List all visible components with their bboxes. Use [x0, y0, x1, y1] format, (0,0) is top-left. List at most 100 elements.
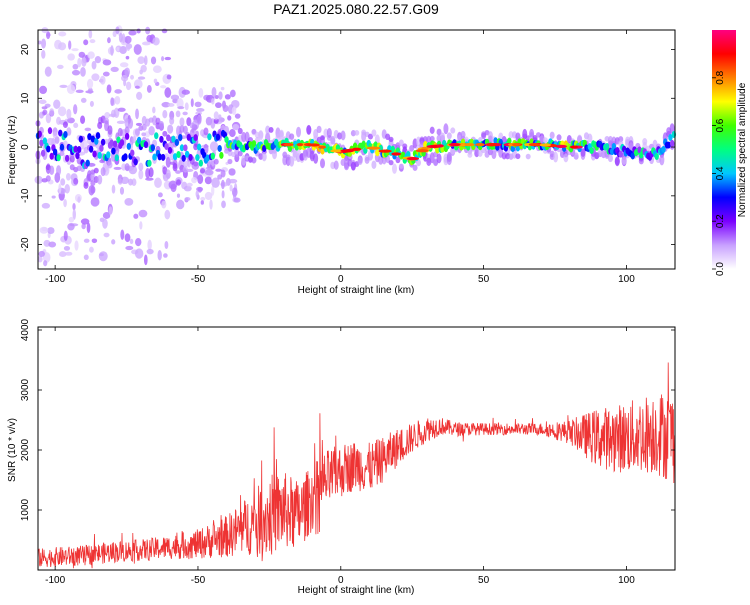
spectrogram-cell — [128, 118, 134, 129]
snr-panel: -100 -50 0 50 100 1000 2000 3000 4000 Height of… — [7, 318, 676, 596]
spectrogram-cell — [211, 86, 217, 98]
spectrogram-cell — [412, 164, 418, 171]
spectrogram-cell — [217, 174, 223, 180]
spectrogram-cell — [77, 196, 81, 204]
spectrogram-cell — [48, 241, 57, 248]
colorbar-tick-label: 0.2 — [715, 214, 726, 228]
spectrogram-cell — [116, 120, 126, 125]
spectrogram-cell — [124, 132, 130, 140]
spectrogram-cell — [37, 130, 42, 138]
spectrogram-y-label: Frequency (Hz) — [7, 116, 18, 185]
spectrogram-cell — [261, 152, 267, 162]
spectrogram-heatmap — [34, 25, 677, 267]
spectrogram-cell — [661, 145, 666, 153]
spectrogram-cell — [375, 149, 380, 157]
spectrogram-cell — [164, 56, 172, 61]
spectrogram-cell — [138, 162, 144, 172]
spectrogram-cell — [169, 152, 175, 161]
spectrogram-cell — [221, 190, 225, 199]
spectrogram-cell — [556, 134, 562, 141]
spectrogram-cell — [49, 152, 54, 160]
spectrogram-cell — [251, 157, 257, 164]
spectrogram-cell — [196, 143, 202, 151]
spectrogram-cell — [215, 133, 221, 141]
spectrogram-cell — [340, 149, 354, 153]
spectrogram-cell — [159, 135, 164, 143]
spectrogram-cell — [138, 209, 148, 218]
snr-series-line — [38, 362, 675, 569]
spectrogram-cell — [125, 55, 130, 60]
spectrogram-cell — [326, 127, 332, 139]
spectrogram-cell — [195, 154, 200, 162]
spectrogram-cell — [175, 110, 181, 118]
spectrogram-cell — [44, 66, 52, 77]
spectrogram-cell — [446, 132, 452, 140]
spectrogram-cell — [289, 156, 295, 167]
spectrogram-cell — [415, 159, 421, 167]
spectrogram-cell — [110, 45, 114, 56]
spectrogram-cell — [152, 65, 162, 74]
spectrogram-cell — [40, 149, 46, 157]
spectrogram-cell — [107, 161, 113, 169]
spectrogram-cell — [378, 149, 392, 153]
spectrogram-cell — [467, 152, 473, 158]
snr-y-tick-label: 4000 — [20, 318, 31, 341]
spectrogram-cell — [573, 152, 579, 160]
spectrogram-cell — [41, 49, 46, 59]
spectrogram-cell — [108, 206, 113, 216]
spectrogram-cell — [146, 85, 152, 93]
spectrogram-cell — [117, 127, 123, 137]
spectrogram-cell — [123, 153, 128, 161]
spectrogram-x-label: Height of straight line (km) — [298, 285, 415, 296]
spectrogram-cell — [182, 125, 188, 134]
spectrogram-cell — [146, 248, 154, 255]
spectrogram-cell — [222, 104, 229, 113]
spectrogram-cell — [318, 145, 327, 149]
spectrogram-cell — [78, 51, 86, 58]
spectrogram-cell — [110, 66, 119, 72]
spectrogram-cell — [213, 111, 219, 120]
spectrogram-cell — [320, 135, 326, 141]
spectrogram-cell — [167, 146, 173, 154]
spectrogram-cell — [38, 250, 45, 258]
spectrogram-cell — [106, 151, 111, 159]
spectrogram-cell — [100, 167, 106, 177]
spectrogram-cell — [186, 182, 193, 187]
spectrogram-cell — [77, 57, 82, 68]
spectrogram-cell — [191, 176, 198, 184]
spectrogram-cell — [227, 115, 232, 121]
spectrogram-cell — [450, 127, 456, 134]
spectrogram-cell — [113, 166, 122, 170]
spectrogram-cell — [87, 87, 93, 94]
spectrogram-y-tick-label: 10 — [20, 92, 31, 104]
figure-title: PAZ1.2025.080.22.57.G09 — [273, 1, 439, 17]
spectrogram-cell — [150, 144, 156, 152]
spectrogram-y-tick-label: -20 — [20, 237, 31, 252]
spectrogram-cell — [125, 245, 134, 251]
spectrogram-cell — [554, 144, 568, 148]
spectrogram-cell — [158, 122, 164, 131]
spectrogram-x-tick-label: 100 — [618, 274, 635, 285]
spectrogram-cell — [63, 198, 67, 208]
spectrogram-cell — [361, 140, 366, 148]
spectrogram-cell — [75, 89, 84, 93]
spectrogram-cell — [170, 183, 177, 193]
spectrogram-cell — [80, 66, 86, 77]
spectrogram-cell — [183, 144, 188, 152]
spectrogram-cell — [196, 186, 204, 192]
spectrogram-cell — [80, 140, 85, 150]
spectrogram-cell — [528, 143, 540, 147]
spectrogram-cell — [162, 109, 168, 119]
spectrogram-cell — [189, 122, 195, 129]
spectrogram-cell — [167, 103, 175, 107]
spectrogram-cell — [529, 128, 535, 139]
spectrogram-cell — [63, 230, 68, 242]
spectrogram-cell — [316, 125, 322, 134]
spectrogram-cell — [215, 168, 222, 172]
spectrogram-cell — [164, 87, 172, 98]
spectrogram-cell — [172, 153, 178, 161]
spectrogram-cell — [161, 101, 171, 108]
spectrogram-cell — [163, 253, 168, 258]
spectrogram-cell — [165, 169, 171, 180]
